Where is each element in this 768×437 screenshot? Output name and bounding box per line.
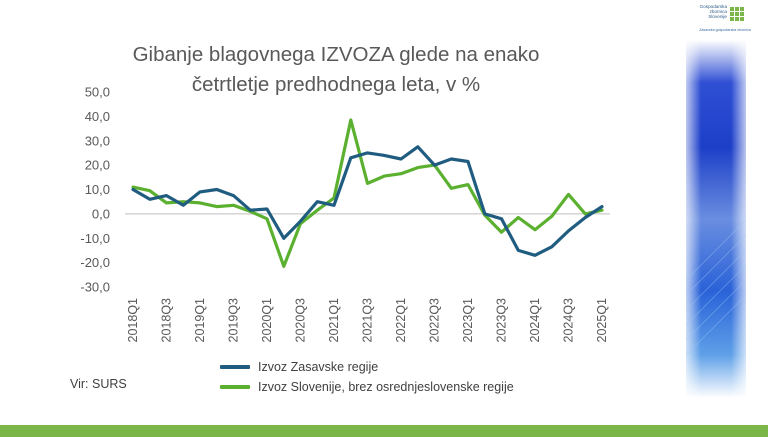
y-axis-ticks: 50,0 40,0 30,0 20,0 10,0 0,0 -10,0 -20,0 -30,0 [80, 85, 110, 295]
gzs-logo: Gospodarska zbornica Slovenije Zasavska … [693, 4, 753, 34]
x-tick-label: 2022Q3 [428, 298, 442, 343]
x-tick-label: 2021Q3 [361, 298, 375, 343]
chart-title-line1: Gibanje blagovnega IZVOZA glede na enako [132, 43, 540, 66]
x-tick-label: 2019Q1 [193, 298, 207, 343]
y-tick-label: 50,0 [85, 85, 110, 100]
y-tick-label: -10,0 [80, 231, 110, 246]
legend-label-slovenija: Izvoz Slovenije, brez osrednjeslovenske … [258, 380, 514, 394]
logo-line1: Gospodarska [699, 4, 727, 9]
chart-title-line2: četrtletje predhodnega leta, v % [191, 73, 481, 96]
x-tick-label: 2024Q3 [562, 298, 576, 343]
logo-grid-icon [730, 7, 744, 21]
x-axis-ticks: 2018Q1 2018Q3 2019Q1 2019Q3 2020Q1 2020Q3 2021… [126, 298, 609, 343]
x-tick-label: 2025Q1 [595, 298, 609, 343]
logo-tagline: Zasavska gospodarska zbornica [699, 28, 751, 32]
source-note: Vir: SURS [70, 377, 127, 391]
y-tick-label: 10,0 [85, 182, 110, 197]
logo-line2: zbornica [709, 9, 727, 14]
legend: Izvoz Zasavske regije Izvoz Slovenije, b… [220, 357, 514, 397]
logo-line3: Slovenije [708, 14, 727, 19]
x-tick-label: 2024Q1 [528, 298, 542, 343]
legend-swatch-zasavje [220, 365, 250, 369]
x-tick-label: 2018Q1 [126, 298, 140, 343]
legend-item-slovenija: Izvoz Slovenije, brez osrednjeslovenske … [220, 377, 514, 397]
chart-title: Gibanje blagovnega IZVOZA glede na enako… [96, 40, 576, 100]
y-tick-label: 20,0 [85, 158, 110, 173]
y-tick-label: 40,0 [85, 109, 110, 124]
y-tick-label: 0,0 [92, 206, 110, 221]
legend-label-zasavje: Izvoz Zasavske regije [258, 360, 379, 374]
legend-item-zasavje: Izvoz Zasavske regije [220, 357, 514, 377]
x-tick-label: 2020Q3 [294, 298, 308, 343]
series-line-zasavje [131, 145, 604, 257]
bottom-accent-bar [0, 425, 768, 437]
x-tick-label: 2019Q3 [227, 298, 241, 343]
logo-wordmark: Gospodarska zbornica Slovenije [693, 4, 727, 19]
x-tick-label: 2021Q1 [327, 298, 341, 343]
x-tick-label: 2022Q1 [394, 298, 408, 343]
decorative-blue-panel [686, 40, 746, 398]
series-line-slovenija [131, 118, 604, 268]
y-tick-label: -20,0 [80, 255, 110, 270]
legend-swatch-slovenija [220, 385, 250, 389]
x-tick-label: 2023Q1 [461, 298, 475, 343]
x-tick-label: 2023Q3 [495, 298, 509, 343]
x-tick-label: 2018Q3 [160, 298, 174, 343]
y-tick-label: -30,0 [80, 280, 110, 295]
series-lines [131, 118, 604, 268]
x-tick-label: 2020Q1 [260, 298, 274, 343]
y-tick-label: 30,0 [85, 133, 110, 148]
